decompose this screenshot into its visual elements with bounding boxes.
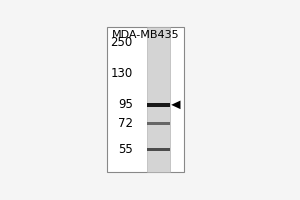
Bar (147, 27, 170, 172)
Text: 130: 130 (111, 67, 133, 80)
Polygon shape (171, 101, 181, 109)
Text: 72: 72 (118, 117, 133, 130)
Text: MDA-MB435: MDA-MB435 (112, 30, 179, 40)
Text: 250: 250 (111, 36, 133, 49)
Text: 95: 95 (118, 98, 133, 111)
Bar (107, 27, 184, 172)
Bar (147, 122, 170, 125)
Bar (147, 103, 170, 107)
Text: 55: 55 (118, 143, 133, 156)
Bar (147, 148, 170, 151)
